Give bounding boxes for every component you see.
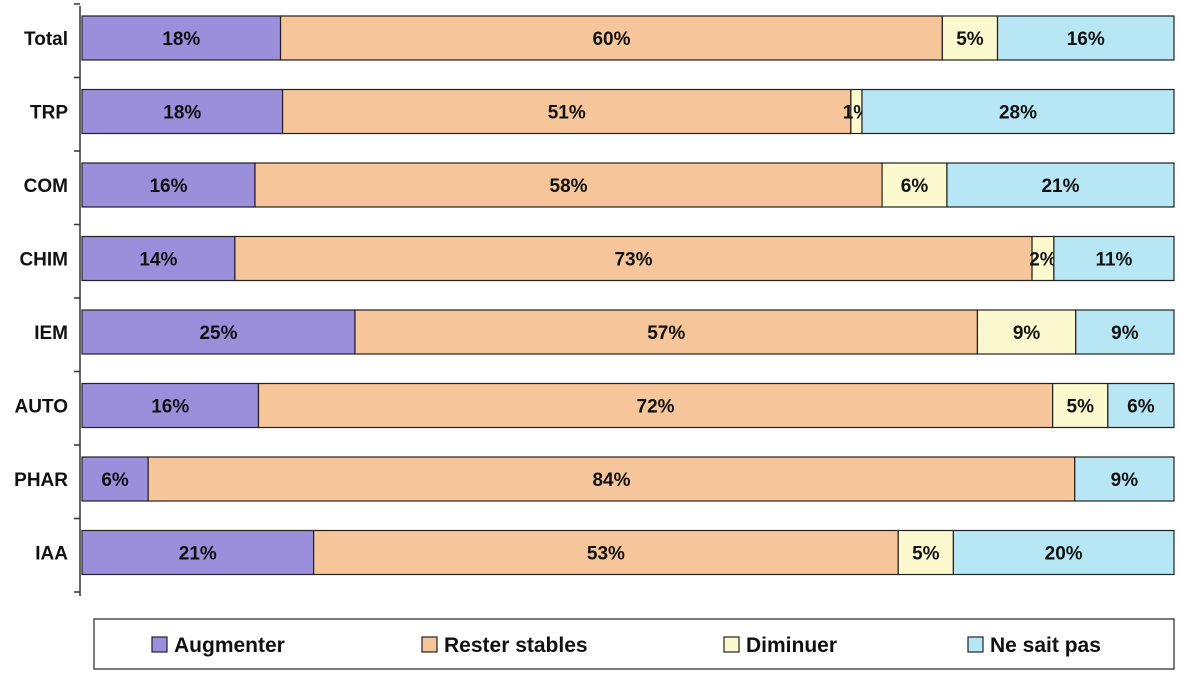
bar-iaa-diminuer [897, 529, 954, 576]
data-label-iem-ne-sait-pas: 9% [1111, 323, 1139, 344]
data-label-com-augmenter: 16% [149, 176, 187, 197]
category-label-auto: AUTO [15, 397, 68, 418]
category-label-iaa: IAA [35, 544, 68, 565]
bar-iem-rester-stables [354, 309, 979, 355]
data-label-trp-rester-stables: 51% [548, 103, 586, 124]
data-label-com-diminuer: 6% [901, 176, 929, 197]
legend-label-ne-sait-pas: Ne sait pas [990, 634, 1101, 657]
bar-com-diminuer [881, 162, 948, 208]
legend-label-diminuer: Diminuer [746, 634, 837, 657]
category-labels: Total TRP COM CHIM IEM AUTO PHAR IAA [14, 29, 68, 565]
data-label-total-diminuer: 5% [956, 29, 984, 50]
bars: 18% 60% 5% 16%18% 51% 1% 28%16% 58% 6% 21%14% 73% 2… [81, 15, 1175, 576]
bar-com-augmenter [81, 162, 256, 208]
category-label-trp: TRP [30, 103, 68, 124]
data-label-iaa-augmenter: 21% [179, 544, 217, 565]
legend-box [93, 618, 1175, 670]
data-label-trp-augmenter: 18% [163, 103, 201, 124]
category-label-com: COM [24, 176, 68, 197]
legend-swatch-rester-stables [421, 636, 438, 653]
data-label-chim-ne-sait-pas: 11% [1095, 250, 1132, 271]
bar-iem-augmenter [81, 309, 356, 355]
category-label-phar: PHAR [14, 470, 68, 491]
data-label-iem-rester-stables: 57% [647, 323, 685, 344]
bar-auto-rester-stables [257, 382, 1054, 429]
data-label-auto-ne-sait-pas: 6% [1127, 397, 1155, 418]
legend-swatch-diminuer [723, 636, 740, 653]
bar-iaa-augmenter [81, 529, 315, 576]
data-label-iaa-diminuer: 5% [912, 544, 940, 565]
legend-label-rester-stables: Rester stables [444, 634, 588, 657]
legend-label-augmenter: Augmenter [174, 634, 285, 657]
data-label-chim-diminuer: 2% [1029, 250, 1057, 271]
data-label-auto-augmenter: 16% [151, 397, 189, 418]
bar-total-rester-stables [279, 15, 943, 61]
data-label-phar-augmenter: 6% [101, 470, 129, 491]
bar-com-rester-stables [254, 162, 883, 208]
data-label-chim-rester-stables: 73% [614, 250, 652, 271]
category-axis [74, 3, 81, 596]
legend: Augmenter Rester stables Diminuer Ne sait p… [93, 618, 1175, 670]
data-label-com-ne-sait-pas: 21% [1041, 176, 1079, 197]
bar-com-ne-sait-pas [946, 162, 1175, 208]
bar-auto-ne-sait-pas [1107, 382, 1175, 429]
bar-phar-ne-sait-pas [1074, 456, 1175, 502]
data-label-iem-augmenter: 25% [199, 323, 237, 344]
legend-swatch-augmenter [151, 636, 168, 653]
bar-iaa-ne-sait-pas [952, 529, 1175, 576]
legend-swatch-ne-sait-pas [967, 636, 984, 653]
bar-total-diminuer [941, 15, 999, 61]
data-label-chim-augmenter: 14% [139, 250, 177, 271]
bar-chim-augmenter [81, 235, 236, 282]
data-label-iem-diminuer: 9% [1013, 323, 1041, 344]
data-label-auto-diminuer: 5% [1067, 397, 1095, 418]
category-label-iem: IEM [34, 323, 68, 344]
data-label-iaa-ne-sait-pas: 20% [1045, 544, 1083, 565]
data-label-iaa-rester-stables: 53% [587, 544, 625, 565]
data-label-total-augmenter: 18% [162, 29, 200, 50]
bar-phar-augmenter [81, 456, 149, 502]
data-label-auto-rester-stables: 72% [637, 397, 675, 418]
bar-iem-diminuer [976, 309, 1077, 355]
data-label-com-rester-stables: 58% [550, 176, 588, 197]
bar-chim-ne-sait-pas [1053, 235, 1175, 282]
data-label-phar-ne-sait-pas: 9% [1111, 470, 1139, 491]
category-label-chim: CHIM [19, 250, 68, 271]
data-label-trp-ne-sait-pas: 28% [999, 103, 1037, 124]
bar-iem-ne-sait-pas [1075, 309, 1175, 355]
bar-total-ne-sait-pas [996, 15, 1175, 61]
bar-trp-augmenter [81, 88, 284, 135]
bar-auto-diminuer [1052, 382, 1109, 429]
bar-auto-augmenter [81, 382, 260, 429]
data-label-phar-rester-stables: 84% [592, 470, 630, 491]
data-label-total-ne-sait-pas: 16% [1067, 29, 1105, 50]
bar-trp-ne-sait-pas [861, 88, 1175, 135]
bar-trp-rester-stables [281, 88, 852, 135]
data-label-total-rester-stables: 60% [592, 29, 630, 50]
bar-chim-rester-stables [234, 235, 1033, 282]
category-label-total: Total [24, 29, 68, 50]
